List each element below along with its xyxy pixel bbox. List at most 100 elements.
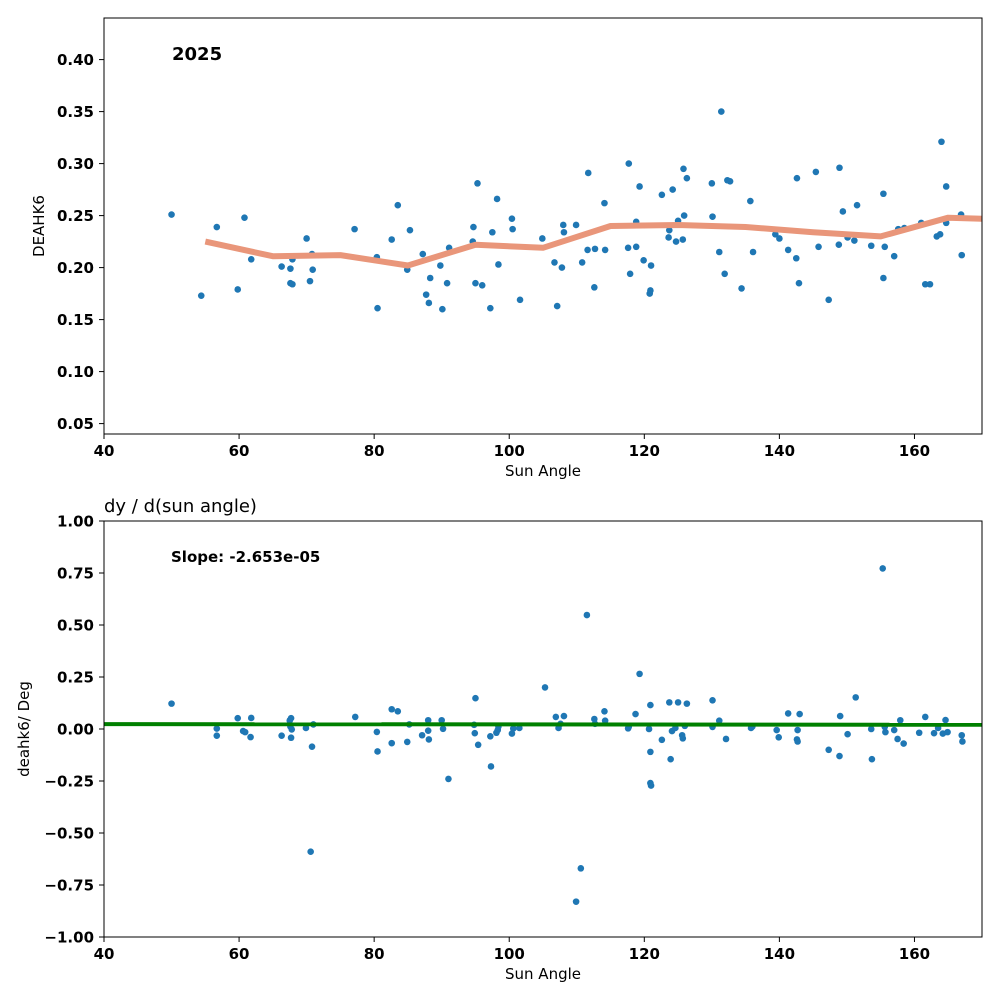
- y-tick-label: 0.30: [57, 155, 94, 173]
- data-point: [715, 717, 723, 724]
- data-point: [474, 741, 482, 749]
- data-point: [508, 730, 516, 737]
- data-points-bottom: [168, 565, 966, 905]
- data-point: [721, 270, 728, 278]
- data-point: [591, 245, 599, 253]
- data-point: [936, 231, 944, 238]
- x-tick-label: 160: [899, 442, 930, 460]
- data-point: [853, 201, 861, 209]
- data-point: [553, 302, 561, 310]
- data-point: [793, 174, 801, 182]
- data-point: [942, 183, 950, 190]
- data-point: [425, 299, 433, 307]
- data-point: [836, 164, 843, 172]
- data-point: [894, 735, 901, 743]
- data-point: [796, 710, 803, 718]
- data-point: [773, 726, 780, 734]
- data-point: [749, 248, 757, 256]
- data-point: [851, 237, 858, 244]
- data-point: [890, 726, 898, 734]
- y-tick-label: 0.40: [57, 51, 94, 69]
- data-point: [351, 713, 359, 721]
- data-point: [287, 265, 294, 272]
- data-point: [680, 212, 688, 219]
- data-point: [640, 257, 647, 264]
- data-point: [921, 280, 929, 288]
- data-point: [443, 279, 451, 287]
- data-point: [425, 736, 433, 743]
- data-point: [669, 186, 676, 193]
- data-point: [665, 234, 672, 241]
- data-point: [539, 235, 546, 242]
- data-point: [493, 195, 501, 203]
- y-tick-label: −0.50: [44, 825, 94, 843]
- data-point: [839, 208, 847, 215]
- data-point: [351, 225, 358, 233]
- data-point: [558, 264, 566, 271]
- data-point: [738, 285, 745, 292]
- y-tick-label: 0.75: [57, 565, 94, 583]
- data-point: [288, 726, 296, 733]
- data-point: [881, 243, 889, 251]
- data-point: [578, 259, 586, 266]
- data-point: [601, 246, 609, 254]
- data-point: [508, 215, 516, 223]
- data-point: [647, 287, 654, 294]
- data-point: [880, 274, 887, 282]
- data-point: [583, 611, 591, 619]
- x-axis-ticks-bottom: 40 60 80 100 120 140 160: [94, 937, 930, 963]
- data-point: [388, 705, 396, 713]
- data-point: [836, 712, 844, 720]
- x-tick-label: 120: [629, 442, 660, 460]
- slope-fit-line: [103, 722, 983, 727]
- data-point: [213, 732, 221, 739]
- data-point: [747, 197, 754, 205]
- data-point: [636, 183, 643, 190]
- data-point: [487, 732, 494, 740]
- data-point: [168, 700, 175, 707]
- y-tick-label: 1.00: [57, 513, 94, 531]
- data-point: [419, 250, 427, 258]
- data-point: [658, 736, 666, 744]
- data-point: [247, 255, 255, 263]
- data-point: [591, 284, 598, 291]
- data-point: [852, 694, 860, 701]
- data-point: [601, 717, 609, 724]
- data-point: [601, 199, 608, 207]
- data-point: [509, 725, 517, 732]
- data-point: [516, 296, 524, 304]
- data-point: [577, 865, 585, 872]
- data-point: [278, 732, 285, 739]
- data-point: [241, 728, 249, 736]
- data-point: [632, 243, 640, 251]
- y-axis-ticks-bottom: −1.00 −0.75 −0.50 −0.25 0.00 0.25 0.50 0.75 1.00: [44, 513, 104, 947]
- x-axis-label-bottom: Sun Angle: [505, 965, 581, 983]
- y-axis-label-top: DEAHK6: [30, 195, 48, 257]
- slope-annotation: Slope: -2.653e-05: [171, 548, 320, 566]
- data-point: [560, 712, 568, 720]
- y-tick-label: 0.25: [57, 207, 94, 225]
- y-tick-label: −0.25: [44, 773, 94, 791]
- data-point: [867, 242, 875, 250]
- x-tick-label: 140: [764, 442, 795, 460]
- data-point: [234, 714, 242, 722]
- data-point: [394, 201, 402, 209]
- data-point: [722, 735, 730, 743]
- data-point: [665, 699, 673, 706]
- year-annotation: 2025: [172, 44, 222, 65]
- data-point: [926, 280, 934, 288]
- x-tick-label: 80: [364, 945, 385, 963]
- data-point: [278, 263, 285, 270]
- data-point: [487, 304, 494, 312]
- data-point: [867, 725, 875, 733]
- data-point: [709, 696, 716, 704]
- data-point: [890, 252, 898, 260]
- data-point: [784, 710, 792, 717]
- y-tick-label: 0.05: [57, 415, 94, 433]
- data-point: [572, 221, 580, 229]
- data-point: [674, 699, 682, 706]
- data-point: [489, 228, 496, 236]
- data-point: [624, 244, 632, 252]
- data-point: [958, 251, 966, 259]
- x-tick-label: 60: [229, 945, 250, 963]
